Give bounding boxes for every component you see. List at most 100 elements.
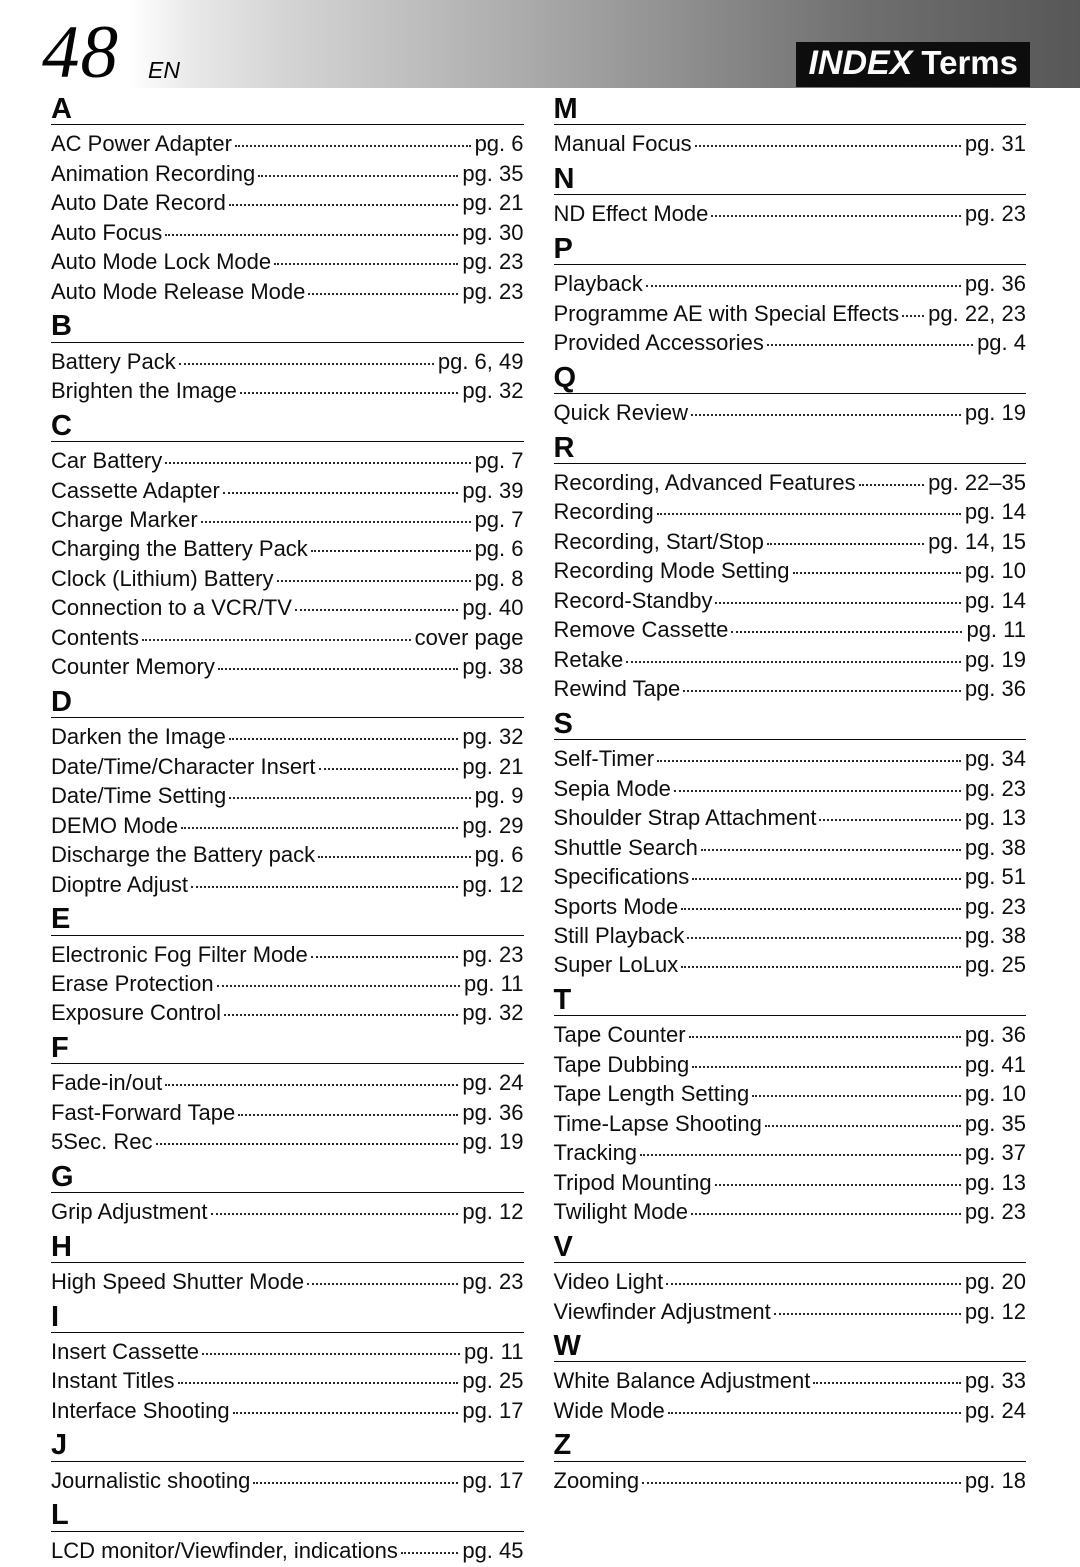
- leader-dots: [295, 609, 458, 611]
- entry-page: pg. 23: [965, 1197, 1026, 1226]
- entry-term: Insert Cassette: [51, 1337, 199, 1366]
- index-entry: Clock (Lithium) Batterypg. 8: [51, 564, 524, 593]
- entry-page: pg. 25: [965, 950, 1026, 979]
- entry-term: Playback: [554, 269, 643, 298]
- entry-page: pg. 36: [965, 269, 1026, 298]
- entry-page: pg. 33: [965, 1366, 1026, 1395]
- leader-dots: [691, 414, 961, 416]
- section-letter: R: [554, 433, 1027, 464]
- entry-page: pg. 19: [462, 1127, 523, 1156]
- index-content: AAC Power Adapterpg. 6Animation Recordin…: [0, 88, 1080, 1567]
- entry-term: Cassette Adapter: [51, 476, 220, 505]
- entry-term: Auto Mode Release Mode: [51, 277, 305, 306]
- entry-term: 5Sec. Rec: [51, 1127, 153, 1156]
- entry-term: Super LoLux: [554, 950, 679, 979]
- entry-page: pg. 32: [462, 376, 523, 405]
- entry-page: pg. 21: [462, 188, 523, 217]
- index-entry: Trackingpg. 37: [554, 1138, 1027, 1167]
- leader-dots: [666, 1283, 961, 1285]
- entry-term: Recording, Start/Stop: [554, 527, 764, 556]
- entry-page: pg. 23: [462, 247, 523, 276]
- leader-dots: [229, 738, 458, 740]
- leader-dots: [859, 484, 925, 486]
- leader-dots: [657, 513, 961, 515]
- entry-page: pg. 31: [965, 129, 1026, 158]
- section-letter: J: [51, 1430, 524, 1461]
- entry-page: pg. 38: [965, 833, 1026, 862]
- index-entry: Viewfinder Adjustmentpg. 12: [554, 1297, 1027, 1326]
- leader-dots: [701, 849, 961, 851]
- index-entry: Still Playbackpg. 38: [554, 921, 1027, 950]
- entry-term: Fast-Forward Tape: [51, 1098, 235, 1127]
- index-entry: Tape Counter pg. 36: [554, 1020, 1027, 1049]
- index-entry: Tripod Mountingpg. 13: [554, 1168, 1027, 1197]
- entry-page: pg. 10: [965, 1079, 1026, 1108]
- entry-page: pg. 23: [462, 277, 523, 306]
- entry-term: Tape Dubbing: [554, 1050, 690, 1079]
- entry-term: Instant Titles: [51, 1366, 175, 1395]
- index-entry: Wide Modepg. 24: [554, 1396, 1027, 1425]
- leader-dots: [181, 827, 458, 829]
- entry-term: Self-Timer: [554, 744, 655, 773]
- entry-page: pg. 36: [965, 1020, 1026, 1049]
- entry-page: pg. 6: [475, 840, 524, 869]
- entry-page: pg. 23: [965, 892, 1026, 921]
- entry-page: pg. 40: [462, 593, 523, 622]
- index-entry: Cassette Adapterpg. 39: [51, 476, 524, 505]
- entry-page: pg. 41: [965, 1050, 1026, 1079]
- entry-term: Electronic Fog Filter Mode: [51, 940, 308, 969]
- section-entries: Battery Packpg. 6, 49Brighten the Imagep…: [51, 343, 524, 408]
- section-letter: T: [554, 985, 1027, 1016]
- entry-term: Shoulder Strap Attachment: [554, 803, 817, 832]
- leader-dots: [156, 1143, 459, 1145]
- leader-dots: [233, 1412, 459, 1414]
- leader-dots: [691, 1213, 961, 1215]
- entry-page: pg. 4: [977, 328, 1026, 357]
- leader-dots: [277, 580, 471, 582]
- section-entries: Quick Reviewpg. 19: [554, 394, 1027, 429]
- entry-term: Erase Protection: [51, 969, 214, 998]
- leader-dots: [240, 392, 458, 394]
- index-label: INDEX: [808, 44, 912, 83]
- index-entry: Interface Shootingpg. 17: [51, 1396, 524, 1425]
- index-entry: Record-Standbypg. 14: [554, 586, 1027, 615]
- section-entries: Recording, Advanced Featurespg. 22–35Rec…: [554, 464, 1027, 706]
- index-entry: Counter Memorypg. 38: [51, 652, 524, 681]
- leader-dots: [902, 315, 924, 317]
- section-entries: LCD monitor/Viewfinder, indicationspg. 4…: [51, 1532, 524, 1567]
- section-entries: White Balance Adjustmentpg. 33Wide Modep…: [554, 1362, 1027, 1427]
- leader-dots: [765, 1125, 961, 1127]
- entry-page: pg. 51: [965, 862, 1026, 891]
- leader-dots: [626, 661, 961, 663]
- entry-term: Tape Counter: [554, 1020, 686, 1049]
- section-letter: G: [51, 1162, 524, 1193]
- entry-page: pg. 11: [464, 1337, 524, 1366]
- section-letter: V: [554, 1232, 1027, 1263]
- entry-term: Video Light: [554, 1267, 664, 1296]
- entry-term: Auto Focus: [51, 218, 162, 247]
- section-letter: N: [554, 164, 1027, 195]
- entry-page: pg. 22, 23: [928, 299, 1026, 328]
- index-entry: Charge Markerpg. 7: [51, 505, 524, 534]
- terms-label: Terms: [921, 44, 1018, 82]
- leader-dots: [683, 690, 961, 692]
- leader-dots: [142, 639, 411, 641]
- leader-dots: [767, 543, 924, 545]
- leader-dots: [223, 492, 459, 494]
- leader-dots: [793, 572, 961, 574]
- entry-term: Sepia Mode: [554, 774, 671, 803]
- entry-term: Brighten the Image: [51, 376, 237, 405]
- index-entry: Darken the Imagepg. 32: [51, 722, 524, 751]
- leader-dots: [318, 856, 470, 858]
- entry-page: pg. 11: [966, 615, 1026, 644]
- entry-term: Remove Cassette: [554, 615, 729, 644]
- index-entry: Sepia Modepg. 23: [554, 774, 1027, 803]
- section-letter: C: [51, 411, 524, 442]
- leader-dots: [774, 1313, 961, 1315]
- leader-dots: [311, 956, 459, 958]
- entry-page: pg. 30: [462, 218, 523, 247]
- index-entry: Fade-in/outpg. 24: [51, 1068, 524, 1097]
- section-entries: Insert Cassettepg. 11Instant Titlespg. 2…: [51, 1333, 524, 1427]
- leader-dots: [217, 985, 460, 987]
- entry-page: pg. 17: [462, 1396, 523, 1425]
